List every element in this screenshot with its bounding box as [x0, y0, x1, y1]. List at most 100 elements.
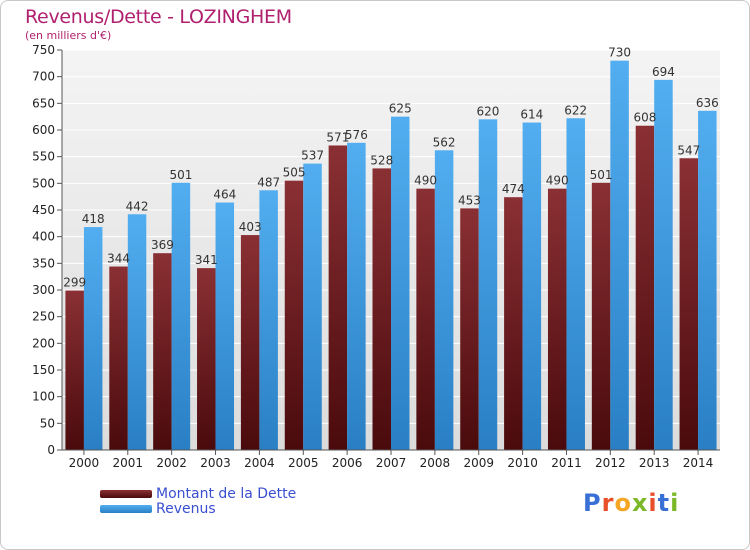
data-label-dette: 571: [326, 130, 349, 144]
y-tick-label: 450: [32, 203, 55, 217]
y-tick-label: 300: [32, 283, 55, 297]
data-label-revenus: 576: [345, 128, 368, 142]
bar-dette: [240, 235, 260, 450]
y-tick-label: 550: [32, 150, 55, 164]
y-tick-label: 600: [32, 123, 55, 137]
data-label-dette: 474: [502, 182, 525, 196]
logo-letter: x: [631, 489, 649, 517]
data-label-revenus: 620: [477, 104, 500, 118]
y-tick-label: 250: [32, 310, 55, 324]
y-tick-label: 500: [32, 176, 55, 190]
bar-dette: [197, 268, 216, 450]
chart-title: Revenus/Dette - LOZINGHEM: [25, 6, 292, 28]
bar-dette: [679, 158, 699, 450]
y-tick-label: 350: [32, 256, 55, 270]
data-label-dette: 344: [107, 252, 130, 266]
bar-dette: [284, 180, 304, 450]
logo-letter: t: [657, 489, 671, 517]
data-label-revenus: 501: [169, 168, 192, 182]
bar-dette: [153, 253, 172, 450]
data-label-dette: 528: [370, 153, 393, 167]
data-label-dette: 501: [590, 168, 613, 182]
legend: Montant de la Dette Revenus: [100, 486, 296, 517]
y-tick-label: 400: [32, 230, 55, 244]
x-tick-label: 2009: [463, 456, 494, 470]
data-label-revenus: 614: [520, 108, 543, 122]
data-label-revenus: 442: [126, 199, 149, 213]
y-tick-label: 700: [32, 70, 55, 84]
data-label-revenus: 636: [696, 96, 719, 110]
x-tick-label: 2008: [420, 456, 451, 470]
x-tick-label: 2007: [376, 456, 407, 470]
data-label-dette: 369: [151, 238, 174, 252]
legend-item-dette: Montant de la Dette: [100, 486, 296, 502]
y-tick-label: 0: [47, 443, 55, 457]
data-label-dette: 453: [458, 193, 481, 207]
x-tick-label: 2002: [156, 456, 187, 470]
bar-dette: [416, 188, 435, 450]
bars: [65, 60, 717, 451]
y-tick-label: 200: [32, 336, 55, 350]
data-label-revenus: 487: [257, 175, 280, 189]
x-tick-label: 2014: [683, 456, 714, 470]
bar-revenus: [215, 202, 235, 450]
data-label-dette: 547: [677, 143, 700, 157]
bar-revenus: [654, 79, 673, 450]
y-tick-label: 50: [40, 416, 55, 430]
data-labels: 2994183444423695013414644034875055375715…: [63, 46, 719, 290]
bar-revenus: [391, 116, 410, 451]
bar-dette: [65, 290, 84, 450]
bar-revenus: [127, 214, 147, 450]
x-tick-label: 2010: [507, 456, 538, 470]
legend-swatch-revenus: [100, 504, 152, 513]
x-tick-label: 2003: [200, 456, 231, 470]
proxiti-logo: Proxiti: [583, 489, 679, 517]
legend-label-revenus: Revenus: [156, 500, 216, 517]
y-tick-label: 750: [32, 43, 55, 57]
bar-revenus: [478, 119, 498, 450]
y-axis: 0 50 100 150 200 250 300 350 400 450 500 550 600 650 7…: [32, 43, 63, 457]
bar-dette: [591, 182, 611, 451]
x-tick-label: 2000: [69, 456, 100, 470]
legend-item-revenus: Revenus: [100, 500, 296, 517]
data-label-dette: 299: [63, 276, 86, 290]
bar-dette: [635, 125, 655, 450]
logo-letter: i: [670, 489, 680, 517]
bar-revenus: [83, 227, 103, 450]
bar-revenus: [303, 163, 322, 450]
bar-revenus: [522, 122, 542, 451]
data-label-revenus: 694: [652, 65, 675, 79]
bar-dette: [328, 145, 348, 450]
data-label-dette: 341: [195, 253, 218, 267]
data-label-revenus: 730: [608, 46, 631, 60]
x-axis: 2000 2001 2002 2003 2004 2005 2006 2007 2008 2009…: [62, 449, 720, 470]
y-tick-label: 100: [32, 390, 55, 404]
data-label-dette: 490: [414, 174, 437, 188]
chart-subtitle: (en milliers d'€): [25, 29, 112, 42]
x-tick-label: 2004: [244, 456, 275, 470]
bar-dette: [460, 208, 479, 450]
data-label-dette: 608: [633, 111, 656, 125]
x-tick-label: 2006: [332, 456, 363, 470]
data-label-dette: 403: [239, 220, 262, 234]
x-tick-label: 2011: [551, 456, 582, 470]
bar-dette: [372, 168, 391, 450]
logo-letter: o: [614, 489, 632, 517]
y-tick-label: 650: [32, 96, 55, 110]
x-tick-label: 2013: [639, 456, 670, 470]
data-label-revenus: 625: [389, 102, 412, 116]
data-label-dette: 505: [283, 166, 306, 180]
bar-revenus: [171, 182, 191, 451]
bar-dette: [109, 266, 128, 450]
x-tick-label: 2001: [113, 456, 144, 470]
y-tick-label: 150: [32, 363, 55, 377]
bar-revenus: [698, 110, 717, 451]
bar-revenus: [259, 190, 278, 450]
data-label-dette: 490: [546, 174, 569, 188]
x-tick-label: 2005: [288, 456, 319, 470]
bar-revenus: [566, 118, 585, 451]
bar-dette: [547, 188, 567, 450]
bar-revenus: [347, 142, 366, 451]
data-label-revenus: 622: [564, 103, 587, 117]
logo-letter: i: [648, 489, 658, 517]
